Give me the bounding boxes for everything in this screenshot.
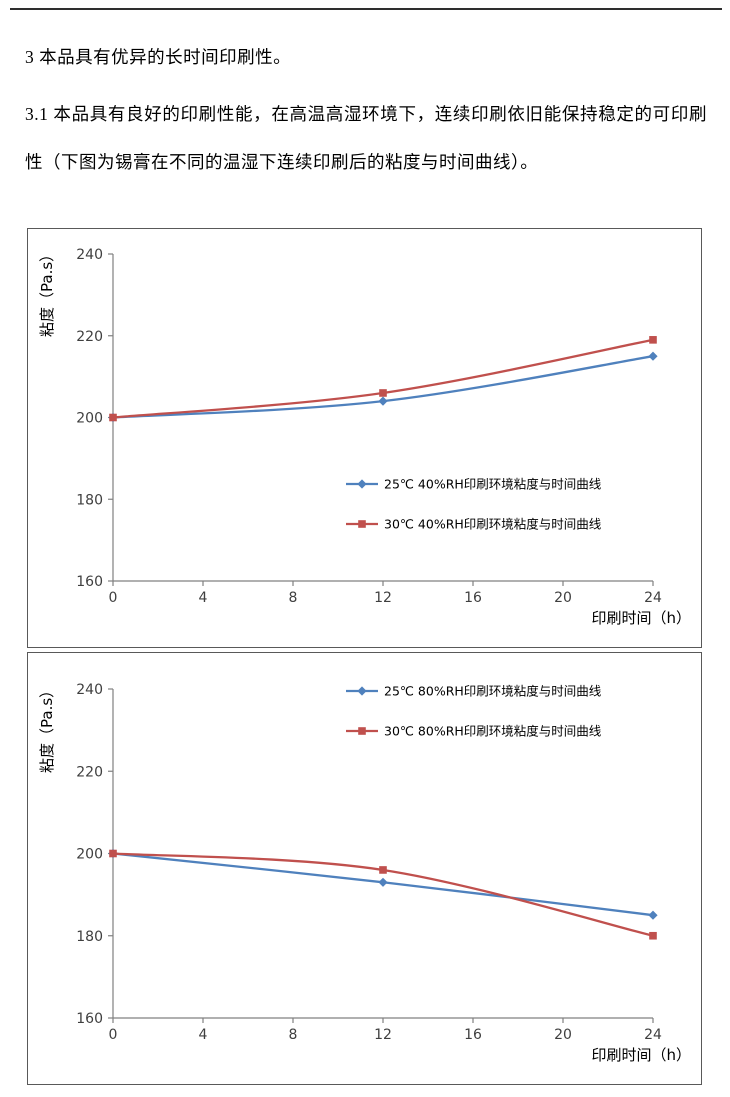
series-marker xyxy=(379,389,387,397)
y-axis-title: 粘度（Pa.s） xyxy=(38,683,56,773)
y-tick-label: 240 xyxy=(76,682,103,698)
legend-marker xyxy=(357,686,367,696)
series-line xyxy=(112,355,654,419)
y-tick-label: 160 xyxy=(76,574,103,590)
x-tick-label: 8 xyxy=(289,1027,298,1043)
legend-marker xyxy=(357,479,367,489)
y-tick-label: 180 xyxy=(76,929,103,945)
x-tick-label: 16 xyxy=(464,1027,482,1043)
x-tick-label: 16 xyxy=(464,590,482,606)
legend-marker xyxy=(358,727,366,735)
series-line xyxy=(112,852,654,937)
chart-viscosity-40rh: 160 180 200 220 240 0 4 8 12 16 20 24 印刷时间（h） 粘度（Pa.s… xyxy=(27,228,702,648)
legend-marker xyxy=(358,520,366,528)
legend-label: 25℃ 80%RH印刷环境粘度与时间曲线 xyxy=(384,684,602,699)
legend-label: 25℃ 40%RH印刷环境粘度与时间曲线 xyxy=(384,477,602,492)
x-tick-label: 24 xyxy=(644,590,662,606)
y-tick-label: 200 xyxy=(76,847,103,863)
legend-label: 30℃ 80%RH印刷环境粘度与时间曲线 xyxy=(384,724,602,739)
x-tick-label: 12 xyxy=(374,1027,392,1043)
legend-label: 30℃ 40%RH印刷环境粘度与时间曲线 xyxy=(384,517,602,532)
series-marker xyxy=(109,849,117,858)
x-tick-label: 12 xyxy=(374,590,392,606)
x-axis-title: 印刷时间（h） xyxy=(591,609,691,627)
y-tick-label: 200 xyxy=(76,411,103,427)
page-top-border xyxy=(10,8,722,10)
series-marker xyxy=(109,413,117,422)
y-tick-label: 220 xyxy=(76,764,103,780)
paragraph-heading: 3 本品具有优异的长时间印刷性。 xyxy=(25,46,292,67)
series-marker xyxy=(648,351,658,361)
series-marker xyxy=(648,910,658,920)
series-marker xyxy=(649,931,657,940)
paragraph-body: 3.1 本品具有良好的印刷性能，在高温高湿环境下，连续印刷依旧能保持稳定的可印刷… xyxy=(25,103,707,172)
chart-viscosity-80rh: 160 180 200 220 240 0 4 8 12 16 20 24 印刷时间（h） 粘度（Pa.s… xyxy=(27,652,702,1085)
series-line xyxy=(112,338,654,419)
series-marker xyxy=(378,396,388,406)
y-tick-label: 160 xyxy=(76,1011,103,1027)
y-tick-label: 240 xyxy=(76,247,103,263)
series-marker xyxy=(379,866,387,874)
x-tick-label: 4 xyxy=(199,590,208,606)
x-tick-label: 20 xyxy=(554,590,572,606)
x-tick-label: 0 xyxy=(109,1027,118,1043)
chart-canvas: 160 180 200 220 240 0 4 8 12 16 20 24 印刷时间（h） 粘度（Pa.s… xyxy=(38,682,691,1064)
x-tick-label: 4 xyxy=(199,1027,208,1043)
x-tick-label: 8 xyxy=(289,590,298,606)
x-tick-label: 24 xyxy=(644,1027,662,1043)
y-tick-label: 180 xyxy=(76,492,103,508)
series-marker xyxy=(649,336,657,344)
y-tick-label: 220 xyxy=(76,329,103,345)
series-marker xyxy=(378,877,388,887)
x-tick-label: 20 xyxy=(554,1027,572,1043)
x-tick-label: 0 xyxy=(109,590,118,606)
chart-canvas: 160 180 200 220 240 0 4 8 12 16 20 24 印刷时间（h） 粘度（Pa.s… xyxy=(38,247,691,627)
y-axis-title: 粘度（Pa.s） xyxy=(38,247,56,337)
x-axis-title: 印刷时间（h） xyxy=(591,1046,691,1064)
